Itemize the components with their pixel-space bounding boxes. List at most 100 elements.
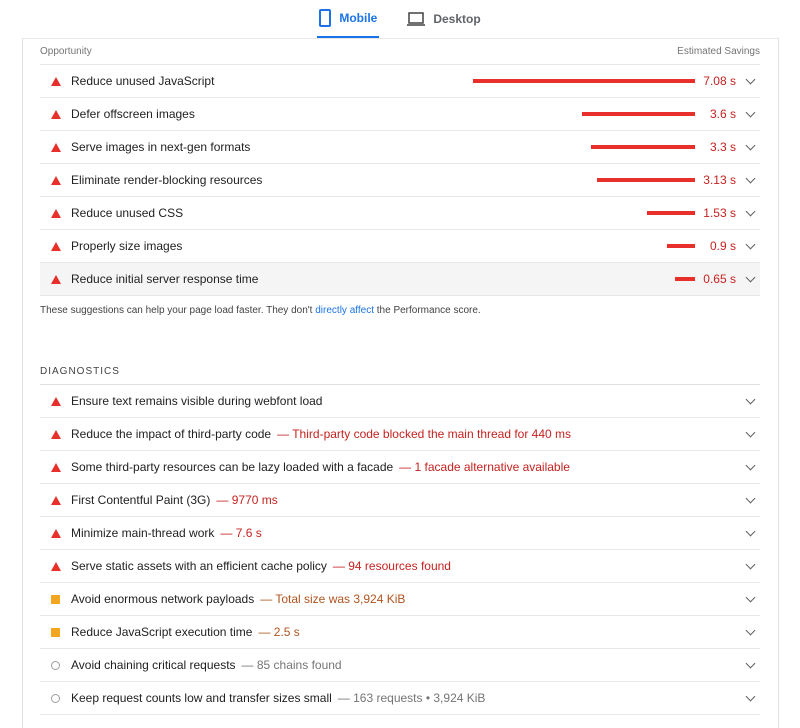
opportunity-row[interactable]: Reduce initial server response time 0.65… [40, 263, 760, 296]
diagnostic-row[interactable]: Minimize main-thread work — 7.6 s [40, 517, 760, 550]
diagnostic-row[interactable]: Serve static assets with an efficient ca… [40, 550, 760, 583]
chevron-down-icon[interactable] [745, 493, 756, 504]
fail-triangle-icon [40, 528, 71, 538]
opportunity-row[interactable]: Defer offscreen images 3.6 s [40, 98, 760, 131]
audit-title: Serve images in next-gen formats [71, 140, 251, 154]
audit-title: Some third-party resources can be lazy l… [71, 460, 394, 474]
audit-detail: — Third-party code blocked the main thre… [277, 427, 572, 441]
audit-title: Reduce unused JavaScript [71, 74, 215, 88]
tab-desktop[interactable]: Desktop [405, 0, 482, 38]
opportunity-header: Opportunity Estimated Savings [40, 39, 760, 65]
fail-triangle-icon [40, 274, 71, 284]
audit-title: Serve static assets with an efficient ca… [71, 559, 327, 573]
opportunity-row[interactable]: Reduce unused CSS 1.53 s [40, 197, 760, 230]
opportunity-note: These suggestions can help your page loa… [40, 305, 760, 316]
audit-title: Reduce the impact of third-party code [71, 427, 272, 441]
savings-bar [675, 277, 695, 281]
diagnostic-row[interactable]: Reduce the impact of third-party code — … [40, 418, 760, 451]
chevron-down-icon[interactable] [745, 239, 756, 250]
audit-detail: — 94 resources found [332, 559, 451, 573]
chevron-down-icon[interactable] [745, 272, 756, 283]
fail-triangle-icon [40, 109, 71, 119]
diagnostic-row[interactable]: Reduce JavaScript execution time — 2.5 s [40, 616, 760, 649]
audit-detail: — 85 chains found [241, 658, 342, 672]
opportunity-row[interactable]: Reduce unused JavaScript 7.08 s [40, 65, 760, 98]
audit-title: Keep request counts low and transfer siz… [71, 691, 332, 705]
audit-title: Ensure text remains visible during webfo… [71, 394, 323, 408]
savings-bar [597, 178, 695, 182]
savings-value: 1.53 s [703, 206, 736, 220]
fail-triangle-icon [40, 429, 71, 439]
mobile-icon [319, 9, 332, 27]
chevron-down-icon[interactable] [745, 559, 756, 570]
fail-triangle-icon [40, 462, 71, 472]
audit-title: Defer offscreen images [71, 107, 195, 121]
diagnostic-row[interactable]: Some third-party resources can be lazy l… [40, 451, 760, 484]
directly-affect-link[interactable]: directly affect [315, 305, 374, 316]
audit-detail: — Total size was 3,924 KiB [260, 592, 406, 606]
chevron-down-icon[interactable] [745, 658, 756, 669]
info-circle-icon [40, 660, 71, 670]
tab-mobile[interactable]: Mobile [317, 0, 380, 38]
fail-triangle-icon [40, 142, 71, 152]
audit-title: Eliminate render-blocking resources [71, 173, 263, 187]
audit-detail: — 7.6 s [220, 526, 262, 540]
diagnostic-row[interactable]: Ensure text remains visible during webfo… [40, 385, 760, 418]
note-text: the Performance score. [373, 305, 481, 316]
chevron-down-icon[interactable] [745, 140, 756, 151]
fail-triangle-icon [40, 495, 71, 505]
chevron-down-icon[interactable] [745, 107, 756, 118]
fail-triangle-icon [40, 561, 71, 571]
diagnostics-section: DIAGNOSTICS Ensure text remains visible … [40, 364, 760, 715]
info-circle-icon [40, 693, 71, 703]
savings-value: 3.13 s [703, 173, 736, 187]
opportunity-label: Opportunity [40, 46, 92, 57]
audit-title: Reduce initial server response time [71, 272, 259, 286]
average-square-icon [40, 627, 71, 637]
tab-label: Desktop [433, 12, 481, 26]
audit-detail: — 2.5 s [258, 625, 300, 639]
fail-triangle-icon [40, 175, 71, 185]
chevron-down-icon[interactable] [745, 173, 756, 184]
audit-title: Reduce JavaScript execution time [71, 625, 253, 639]
chevron-down-icon[interactable] [745, 625, 756, 636]
fail-triangle-icon [40, 208, 71, 218]
fail-triangle-icon [40, 241, 71, 251]
chevron-down-icon[interactable] [745, 394, 756, 405]
desktop-icon [407, 12, 426, 26]
savings-bar [647, 211, 695, 215]
savings-value: 3.6 s [709, 107, 736, 121]
chevron-down-icon[interactable] [745, 460, 756, 471]
opportunity-row[interactable]: Properly size images 0.9 s [40, 230, 760, 263]
chevron-down-icon[interactable] [745, 427, 756, 438]
diagnostic-row[interactable]: Avoid chaining critical requests — 85 ch… [40, 649, 760, 682]
audit-title: Properly size images [71, 239, 183, 253]
savings-value: 0.9 s [709, 239, 736, 253]
opportunity-section: Opportunity Estimated Savings Reduce unu… [40, 39, 760, 316]
device-tabs: Mobile Desktop [0, 0, 800, 40]
opportunity-row[interactable]: Eliminate render-blocking resources 3.13… [40, 164, 760, 197]
savings-bar [582, 112, 695, 116]
diagnostic-row[interactable]: Keep request counts low and transfer siz… [40, 682, 760, 715]
opportunity-row[interactable]: Serve images in next-gen formats 3.3 s [40, 131, 760, 164]
diagnostic-row[interactable]: First Contentful Paint (3G) — 9770 ms [40, 484, 760, 517]
diagnostic-row[interactable]: Avoid enormous network payloads — Total … [40, 583, 760, 616]
average-square-icon [40, 594, 71, 604]
chevron-down-icon[interactable] [745, 526, 756, 537]
audit-title: Avoid chaining critical requests [71, 658, 236, 672]
chevron-down-icon[interactable] [745, 74, 756, 85]
audit-detail: — 163 requests • 3,924 KiB [337, 691, 486, 705]
audit-detail: — 1 facade alternative available [399, 460, 570, 474]
chevron-down-icon[interactable] [745, 592, 756, 603]
audit-title: Minimize main-thread work [71, 526, 215, 540]
note-text: These suggestions can help your page loa… [40, 305, 316, 316]
savings-bar [667, 244, 695, 248]
chevron-down-icon[interactable] [745, 206, 756, 217]
fail-triangle-icon [40, 396, 71, 406]
savings-value: 3.3 s [709, 140, 736, 154]
audit-card: Opportunity Estimated Savings Reduce unu… [22, 38, 779, 728]
chevron-down-icon[interactable] [745, 691, 756, 702]
savings-value: 0.65 s [703, 272, 736, 286]
fail-triangle-icon [40, 76, 71, 86]
audit-title: First Contentful Paint (3G) [71, 493, 211, 507]
